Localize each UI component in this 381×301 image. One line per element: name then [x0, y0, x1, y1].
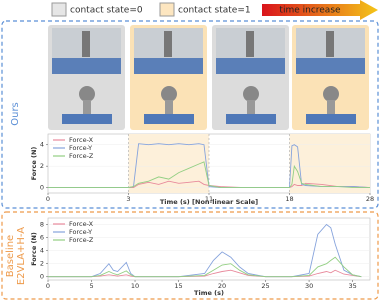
legend-label: Force-X	[69, 220, 94, 228]
time-arrow	[262, 0, 378, 20]
table	[134, 58, 203, 74]
table	[52, 58, 121, 74]
force-line	[48, 223, 362, 278]
y-tick-label: 8	[40, 221, 44, 229]
section-label: E2VLA+H-A	[16, 227, 27, 285]
x-tick-label: 3	[126, 195, 130, 203]
ours-box	[1, 20, 379, 209]
section-label: Ours	[10, 102, 21, 126]
robot-arm	[246, 31, 254, 57]
robot-body	[165, 100, 173, 114]
swatch-off	[51, 2, 67, 17]
legend-label: Force-X	[69, 136, 94, 144]
table	[216, 58, 285, 74]
x-tick-label: 5	[89, 282, 93, 290]
y-tick-label: 0	[40, 184, 44, 192]
x-tick-label: 18	[285, 195, 293, 203]
plot-area	[47, 217, 371, 281]
robot-body	[83, 100, 91, 114]
x-tick-label: 10	[131, 282, 139, 290]
x-tick-label: 30	[305, 282, 313, 290]
time-label: time increase	[279, 6, 341, 16]
x-axis-label: Time (s) [Non-linear Scale]	[160, 198, 258, 206]
legend-label: Force-Y	[69, 144, 92, 152]
robot-head	[243, 86, 259, 102]
y-tick-label: 2	[40, 162, 44, 170]
robot-head	[161, 86, 177, 102]
legend-label: Force-Z	[69, 152, 94, 160]
robot-body	[327, 100, 335, 114]
x-tick-label: 35	[348, 282, 356, 290]
contact-region	[289, 134, 370, 193]
robot-arm	[326, 31, 334, 57]
legend-label: Force-Z	[69, 236, 94, 244]
legend-on: contact state=1	[178, 6, 251, 16]
legend-label: Force-Y	[69, 228, 92, 236]
force-line	[48, 256, 362, 278]
force-line	[48, 143, 371, 189]
photo-panels	[48, 25, 369, 130]
table	[226, 114, 276, 124]
x-tick-label: 0	[46, 282, 50, 290]
legend-off: contact state=0	[70, 6, 143, 16]
x-tick-label: 20	[218, 282, 226, 290]
table	[296, 58, 365, 74]
y-tick-label: 4	[40, 247, 44, 255]
x-tick-label: 25	[261, 282, 269, 290]
force-line	[48, 269, 362, 278]
y-tick-label: 6	[40, 234, 44, 242]
x-tick-label: 11	[205, 195, 213, 203]
y-tick-label: 0	[40, 273, 44, 281]
force-line	[48, 161, 370, 189]
robot-arm	[164, 31, 172, 57]
robot-head	[79, 86, 95, 102]
y-tick-label: 4	[40, 141, 44, 149]
table	[62, 114, 112, 124]
y-tick-label: 2	[40, 260, 44, 268]
y-axis-label: Force (N)	[30, 147, 38, 181]
robot-head	[323, 86, 339, 102]
robot-arm	[82, 31, 90, 57]
baseline-box	[1, 211, 379, 300]
table	[306, 114, 356, 124]
x-tick-label: 0	[46, 195, 50, 203]
x-tick-label: 28	[366, 195, 374, 203]
table	[144, 114, 194, 124]
robot-body	[247, 100, 255, 114]
swatch-on	[159, 2, 175, 17]
section-label: Baseline	[5, 235, 16, 277]
y-axis-label: Force (N)	[30, 232, 38, 266]
x-axis-label: Time (s)	[194, 289, 224, 297]
x-tick-label: 15	[174, 282, 182, 290]
